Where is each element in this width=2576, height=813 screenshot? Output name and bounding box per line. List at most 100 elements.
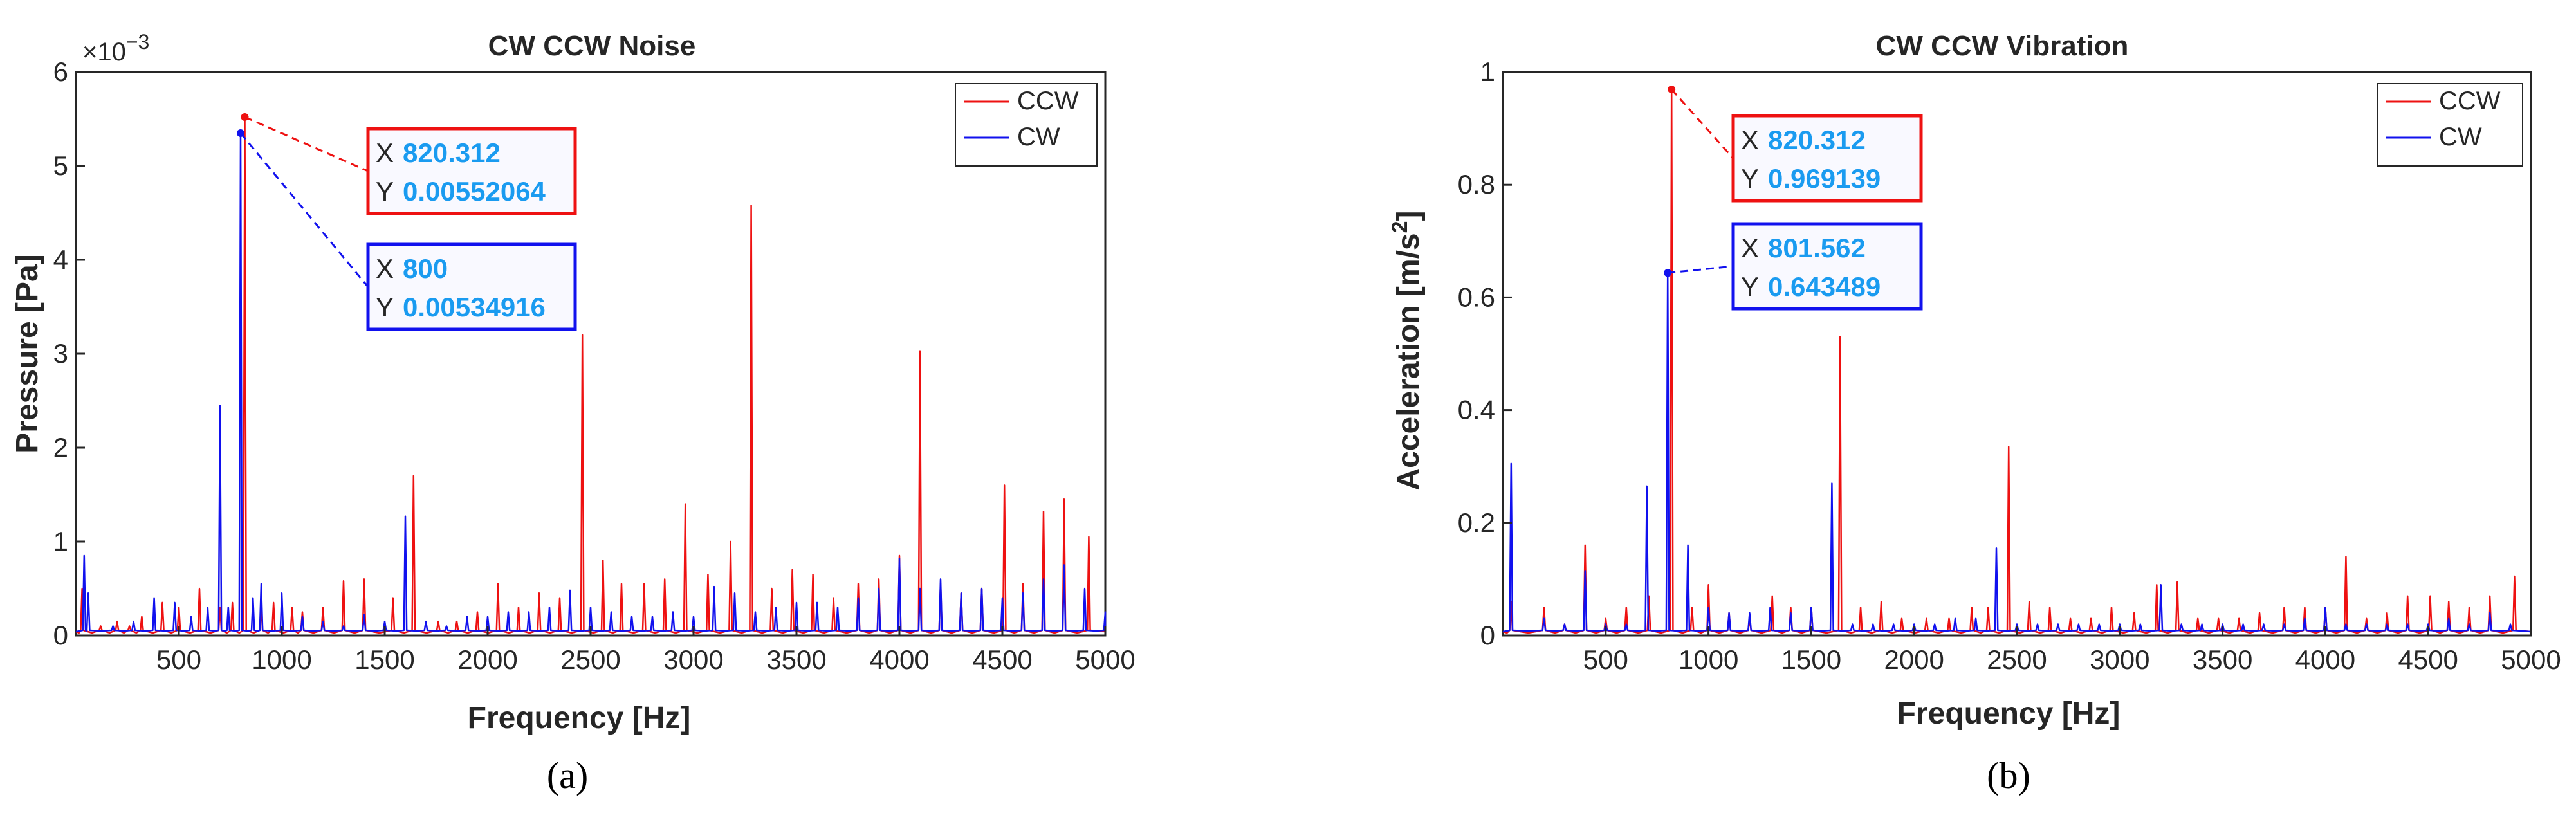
- x-tick-label: 5000: [1075, 644, 1135, 675]
- datatip-y-row: Y 0.969139: [1741, 163, 1881, 194]
- datatip-box[interactable]: [1731, 114, 1923, 203]
- datatip-marker[interactable]: [1668, 86, 1676, 94]
- legend: CCW CW: [955, 83, 1098, 167]
- series-line-ccw: [75, 116, 1106, 634]
- y-tick-label: 0.4: [1458, 395, 1495, 425]
- series-line-cw: [75, 132, 1107, 633]
- x-tick-label: 1000: [1679, 644, 1738, 675]
- datatip-y-row: Y 0.00552064: [376, 176, 546, 206]
- y-tick-label: 6: [53, 57, 68, 87]
- y-axis-label-main: Acceleration [m/s: [1392, 233, 1426, 490]
- x-tick-label: 3000: [2090, 644, 2149, 675]
- datatip-x-row: X 801.562: [1741, 233, 1866, 263]
- datatip-y-value: 0.969139: [1768, 163, 1881, 194]
- x-tick-label: 3500: [766, 644, 826, 675]
- y-tick-labels: 0 1 2 3 4 5 6: [53, 57, 68, 650]
- datatip-box[interactable]: [366, 242, 577, 331]
- legend-label-cw: CW: [1017, 123, 1060, 151]
- chart-vibration: CW CCW Vibration 0 0.2 0.4 0.6 0.8 1 500 1000 1…: [1388, 30, 2561, 796]
- datatip-y-label: Y: [1741, 271, 1759, 302]
- y-tick-label: 4: [53, 244, 68, 275]
- datatip-y-value: 0.00534916: [403, 292, 546, 322]
- x-tick-label: 4500: [2398, 644, 2458, 675]
- y-tick-label: 0.2: [1458, 507, 1495, 538]
- y-tick-label: 0.8: [1458, 169, 1495, 199]
- datatip-x-value: 820.312: [1768, 125, 1866, 155]
- plot-area: [1502, 71, 2532, 637]
- datatip-marker[interactable]: [1664, 269, 1672, 277]
- datatip-y-value: 0.643489: [1768, 271, 1881, 302]
- x-tick-label: 5000: [2501, 644, 2561, 675]
- datatip-marker[interactable]: [237, 129, 244, 138]
- x-tick-label: 4500: [972, 644, 1032, 675]
- datatip-x-label: X: [1741, 233, 1759, 263]
- y-tick-label: 0: [1480, 620, 1495, 650]
- legend: CCW CW: [2377, 83, 2523, 167]
- legend-label-ccw: CCW: [1017, 87, 1079, 115]
- y-axis-label: Pressure [Pa]: [10, 254, 44, 453]
- x-tick-label: 1500: [1781, 644, 1841, 675]
- datatips: X 820.312 Y 0.969139 X 801.562 Y 0.643489: [1664, 86, 1923, 311]
- x-tick-label: 2000: [457, 644, 517, 675]
- chart-title: CW CCW Noise: [488, 30, 696, 62]
- y-tick-label: 1: [1480, 57, 1495, 87]
- chart-title: CW CCW Vibration: [1876, 30, 2129, 62]
- y-tick-label: 0.6: [1458, 282, 1495, 312]
- datatip-connector: [239, 132, 369, 288]
- y-axis-label: Acceleration [m/s2]: [1388, 210, 1426, 490]
- panel-label: (a): [547, 754, 588, 796]
- y-tick-label: 3: [53, 338, 68, 369]
- x-tick-label: 1500: [354, 644, 414, 675]
- datatip-box[interactable]: [366, 127, 577, 215]
- datatip-y-row: Y 0.643489: [1741, 271, 1881, 302]
- datatip-x-label: X: [376, 138, 394, 168]
- x-tick-labels: 500 1000 1500 2000 2500 3000 3500 4000 4500 5000: [156, 644, 1136, 675]
- x-axis-label: Frequency [Hz]: [468, 701, 691, 735]
- x-tick-label: 1000: [252, 644, 311, 675]
- y-tick-label: 5: [53, 151, 68, 181]
- y-tick-labels: 0 0.2 0.4 0.6 0.8 1: [1458, 57, 1495, 650]
- datatip-connector: [244, 116, 369, 172]
- legend-label-cw: CW: [2439, 123, 2482, 151]
- datatip-y-value: 0.00552064: [403, 176, 546, 206]
- datatip-connector: [1671, 89, 1734, 160]
- datatip-x-row: X 820.312: [376, 138, 501, 168]
- datatip-x-value: 801.562: [1768, 233, 1866, 263]
- x-tick-label: 2000: [1884, 644, 1944, 675]
- plot-area: [75, 71, 1107, 637]
- x-tick-label: 500: [1583, 644, 1628, 675]
- datatip-x-label: X: [1741, 125, 1759, 155]
- x-tick-labels: 500 1000 1500 2000 2500 3000 3500 4000 4500 5000: [1583, 644, 2561, 675]
- datatip-x-value: 800: [403, 253, 448, 284]
- y-tick-label: 1: [53, 526, 68, 556]
- datatip-connector: [1668, 265, 1734, 274]
- datatip-marker[interactable]: [241, 113, 249, 121]
- datatip-x-value: 820.312: [403, 138, 501, 168]
- x-axis-label: Frequency [Hz]: [1897, 697, 2121, 731]
- y-axis-label-sup: 2: [1388, 221, 1412, 233]
- datatip-y-label: Y: [1741, 163, 1759, 194]
- x-tick-label: 4000: [2295, 644, 2355, 675]
- legend-label-ccw: CCW: [2439, 87, 2501, 115]
- legend-box: [2377, 83, 2523, 167]
- legend-box: [955, 83, 1098, 167]
- x-tick-label: 2500: [1987, 644, 2047, 675]
- datatip-y-row: Y 0.00534916: [376, 292, 546, 322]
- datatip-x-label: X: [376, 253, 394, 284]
- datatip-y-label: Y: [376, 292, 394, 322]
- datatip-y-label: Y: [376, 176, 394, 206]
- chart-noise: CW CCW Noise ×10−3 0 1 2 3 4 5 6 500 1000 1500 20…: [10, 30, 1136, 796]
- y-axis-label-end: ]: [1392, 210, 1426, 221]
- exponent-base: ×10: [82, 38, 126, 66]
- y-tick-label: 2: [53, 432, 68, 462]
- exponent-label: ×10−3: [82, 30, 149, 66]
- y-tick-label: 0: [53, 620, 68, 650]
- x-tick-label: 500: [156, 644, 201, 675]
- x-tick-label: 3500: [2193, 644, 2252, 675]
- panel-label: (b): [1987, 754, 2030, 796]
- x-tick-label: 2500: [560, 644, 620, 675]
- datatip-box[interactable]: [1731, 222, 1923, 311]
- x-tick-label: 4000: [869, 644, 929, 675]
